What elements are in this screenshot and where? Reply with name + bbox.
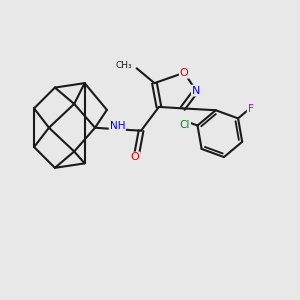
Text: CH₃: CH₃ [116,61,132,70]
Text: N: N [192,85,200,96]
Text: Cl: Cl [180,120,190,130]
Text: F: F [248,104,254,114]
Text: NH: NH [110,121,125,130]
Text: O: O [131,152,140,162]
Text: O: O [180,68,189,78]
